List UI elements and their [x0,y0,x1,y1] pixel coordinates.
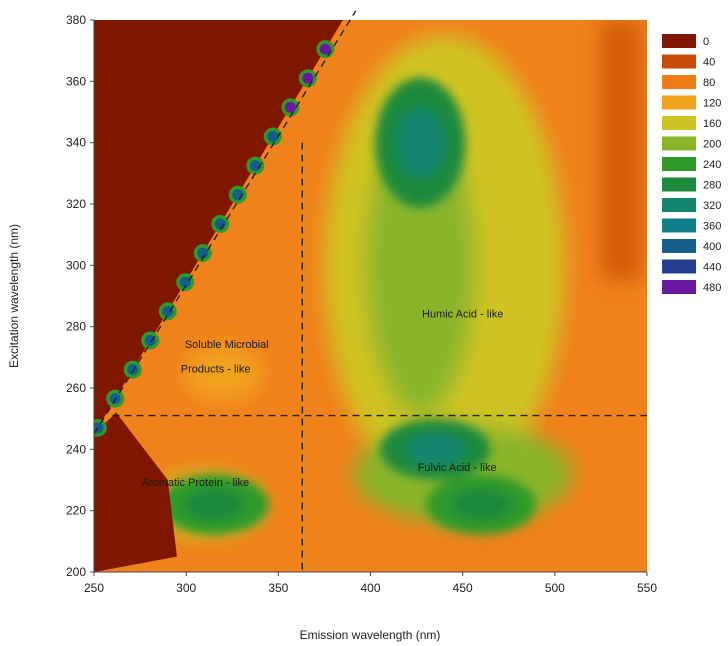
scatter-bead-core [319,43,331,55]
legend-label: 80 [703,77,715,89]
y-tick-label: 340 [66,136,86,150]
legend-swatch [662,239,696,253]
contour-sharp-layer [158,77,537,535]
legend-label: 480 [703,282,721,294]
rayleigh-scatter-band [94,20,343,572]
legend-swatch [662,157,696,171]
x-tick-label: 500 [545,581,565,595]
region-labels: Soluble Microbial Products - like Humic Ac… [142,308,504,489]
legend-swatch [662,95,696,110]
legend-swatch [662,116,696,130]
contour-peak-aromatic-protein [183,488,244,521]
legend-label: 40 [703,57,715,69]
y-tick-label: 380 [66,13,86,27]
contour-peak-humic [395,107,446,178]
legend-label: 0 [703,36,709,48]
x-tick-label: 550 [637,581,657,595]
scatter-bead-core [214,218,226,230]
contour-level-120 [183,344,264,401]
legend-swatch [662,136,696,151]
y-tick-label: 240 [66,442,86,456]
contour-peak-fulvic-low [451,488,512,521]
y-tick-label: 260 [66,381,86,395]
y-tick-label: 360 [66,74,86,88]
legend-label: 280 [703,180,721,192]
legend-swatch [662,54,696,69]
x-tick-label: 450 [453,581,473,595]
legend: 0 40 80 120 160 200 240 280 320 360 400 440 480 [662,34,721,294]
contour-fill [144,20,641,537]
y-axis: 200 220 240 260 280 300 320 340 360 380 [66,13,95,579]
x-axis: 250 300 350 400 450 500 550 [84,571,657,595]
legend-swatch [662,259,696,274]
scatter-bead-core [197,247,209,259]
legend-label: 240 [703,159,721,171]
region-label: Aromatic Protein - like [142,477,250,489]
y-axis-title: Excitation wavelength (nm) [7,224,21,368]
legend-label: 400 [703,241,721,253]
scatter-zero-lower-left [94,412,177,572]
legend-swatch [662,218,696,233]
legend-label: 160 [703,118,721,130]
region-label: Fulvic Acid - like [418,462,497,474]
legend-swatch [662,198,696,212]
region-label: Humic Acid - like [422,308,503,320]
x-tick-label: 250 [84,581,104,595]
y-tick-label: 320 [66,197,86,211]
legend-label: 120 [703,98,721,110]
contour-level-40 [600,20,641,280]
scatter-bead-core [162,305,174,317]
legend-swatch [662,34,696,48]
x-tick-label: 400 [360,581,380,595]
legend-label: 200 [703,139,721,151]
scatter-bead-core [284,101,296,113]
legend-label: 360 [703,221,721,233]
x-tick-label: 350 [268,581,288,595]
y-tick-label: 280 [66,320,86,334]
scatter-bead-core [267,131,279,143]
x-tick-label: 300 [176,581,196,595]
region-label: Soluble Microbial [185,339,269,351]
x-axis-title: Emission wavelength (nm) [300,628,441,642]
y-tick-label: 200 [66,565,86,579]
region-boundaries [93,10,647,572]
legend-swatch [662,177,696,192]
y-tick-label: 220 [66,504,86,518]
scatter-bead-core [179,276,191,288]
legend-label: 320 [703,200,721,212]
legend-label: 440 [703,262,721,274]
scatter-bead-core [127,364,139,376]
boundary-scatter-diagonal [93,10,357,435]
plot-area [94,20,647,572]
legend-swatch [662,75,696,89]
region-label: Products - like [181,364,251,376]
legend-swatch [662,280,696,294]
y-tick-label: 300 [66,258,86,272]
scatter-bead-core [302,72,314,84]
contour-peak-fulvic [405,433,466,466]
scatter-bead-core [249,160,261,172]
